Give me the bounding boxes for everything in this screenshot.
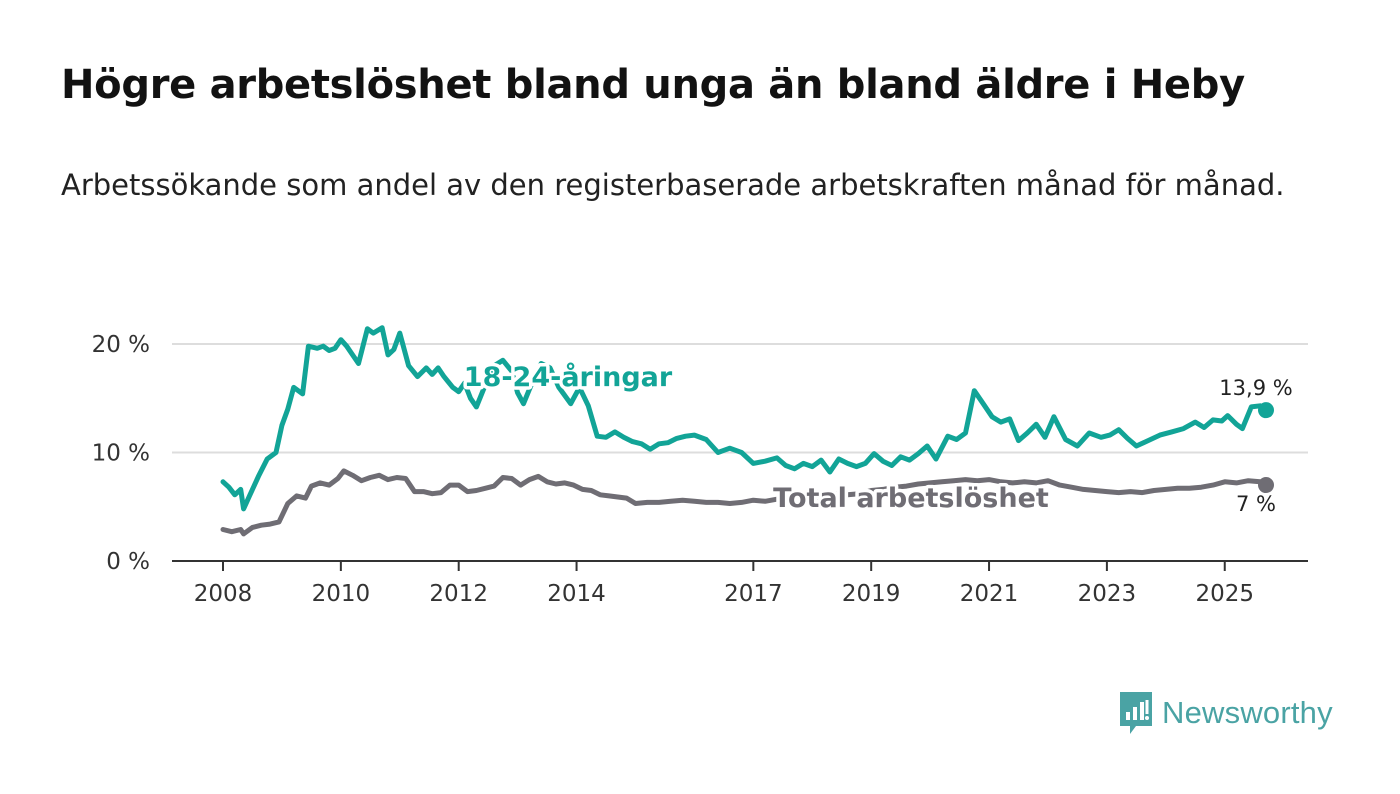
- x-tick-label: 2008: [194, 581, 253, 607]
- x-tick-label: 2019: [842, 581, 901, 607]
- series-line-total: [220, 468, 1269, 537]
- end-label-youth: 13,9 %: [1219, 376, 1292, 400]
- chart-title: Högre arbetslöshet bland unga än bland ä…: [61, 62, 1245, 108]
- x-tick-label: 2014: [547, 581, 606, 607]
- y-axis-ticks: 0 % 10 % 20 %: [92, 332, 150, 575]
- series-label-youth: 18-24-åringar: [464, 361, 673, 393]
- end-label-total: 7 %: [1236, 492, 1276, 516]
- y-tick-label: 20 %: [92, 332, 150, 358]
- gridlines: [172, 343, 1308, 454]
- newsworthy-brand: Newsworthy: [1118, 690, 1333, 736]
- x-axis-ticks: 2008 2010 2012 2014 2017 2019 2021 2023 2025: [194, 561, 1254, 607]
- end-point-total: [1258, 477, 1274, 494]
- x-tick-label: 2012: [429, 581, 488, 607]
- y-tick-label: 0 %: [106, 549, 150, 575]
- x-tick-label: 2023: [1078, 581, 1137, 607]
- series-labels: 18-24-åringar Total arbetslöshet 13,9 % …: [460, 358, 1292, 518]
- x-tick-label: 2021: [960, 581, 1019, 607]
- y-tick-label: 10 %: [92, 441, 150, 467]
- chart-subtitle: Arbetssökande som andel av den registerb…: [61, 168, 1285, 202]
- newsworthy-logo-icon: [1120, 692, 1152, 734]
- end-point-youth: [1258, 402, 1274, 419]
- brand-name: Newsworthy: [1162, 695, 1333, 730]
- x-tick-label: 2025: [1195, 581, 1254, 607]
- x-tick-label: 2017: [724, 581, 783, 607]
- series-lines: [220, 325, 1274, 537]
- x-tick-label: 2010: [312, 581, 371, 607]
- series-label-total: Total arbetslöshet: [773, 483, 1049, 514]
- series-line-youth: [220, 325, 1269, 512]
